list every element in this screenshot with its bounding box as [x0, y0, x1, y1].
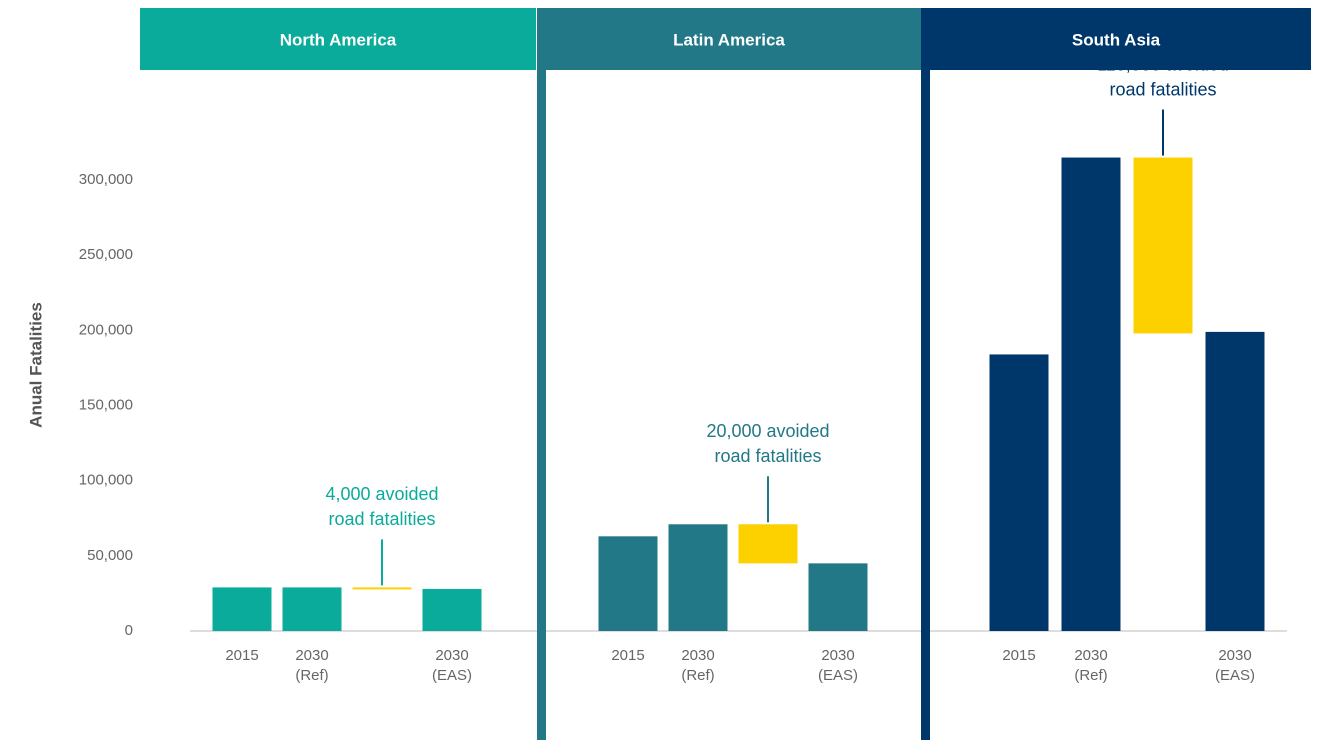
panel-title: North America — [280, 30, 397, 49]
annotation: road fatalities — [1109, 79, 1216, 99]
x-tick-label: 2030 — [681, 647, 714, 664]
bar — [668, 524, 728, 631]
avoided-bar — [738, 524, 798, 564]
panel-header — [140, 8, 536, 70]
y-tick-label: 100,000 — [79, 472, 133, 489]
x-tick-label: 2015 — [1002, 647, 1035, 664]
x-tick-label: 2015 — [611, 647, 644, 664]
x-tick-label: (EAS) — [1215, 667, 1255, 684]
x-tick-label: 2015 — [225, 647, 258, 664]
panel-title: South Asia — [1072, 30, 1161, 49]
bar — [808, 563, 868, 631]
x-tick-label: 2030 — [1218, 647, 1251, 664]
panel-divider — [921, 70, 930, 740]
y-axis-title: Anual Fatalities — [26, 302, 45, 428]
y-tick-label: 200,000 — [79, 321, 133, 338]
y-tick-label: 150,000 — [79, 397, 133, 414]
y-tick-label: 250,000 — [79, 246, 133, 263]
bar — [422, 588, 482, 631]
x-tick-label: 2030 — [821, 647, 854, 664]
bar — [1205, 331, 1265, 631]
annotation: road fatalities — [714, 446, 821, 466]
x-tick-label: (Ref) — [681, 667, 714, 684]
panel-title: Latin America — [673, 30, 785, 49]
annotation: road fatalities — [328, 509, 435, 529]
avoided-bar — [352, 587, 412, 590]
annotation: 110,000 avoided — [1097, 54, 1229, 74]
x-tick-label: 2030 — [295, 647, 328, 664]
bar — [1061, 157, 1121, 631]
y-tick-label: 300,000 — [79, 171, 133, 188]
x-tick-label: 2030 — [435, 647, 468, 664]
panel-divider — [537, 70, 546, 740]
x-tick-label: (EAS) — [432, 667, 472, 684]
bar — [598, 536, 658, 631]
x-tick-label: (EAS) — [818, 667, 858, 684]
bar — [989, 354, 1049, 631]
y-tick-label: 50,000 — [87, 547, 133, 564]
x-tick-label: 2030 — [1074, 647, 1107, 664]
x-tick-label: (Ref) — [295, 667, 328, 684]
y-tick-label: 0 — [125, 622, 133, 639]
annotation: 20,000 avoided — [706, 421, 829, 441]
avoided-bar — [1133, 157, 1193, 334]
panel-header — [921, 8, 1311, 70]
annotation: 4,000 avoided — [325, 484, 438, 504]
x-tick-label: (Ref) — [1074, 667, 1107, 684]
panel-header — [537, 8, 921, 70]
bar — [212, 587, 272, 631]
bar — [282, 587, 342, 631]
